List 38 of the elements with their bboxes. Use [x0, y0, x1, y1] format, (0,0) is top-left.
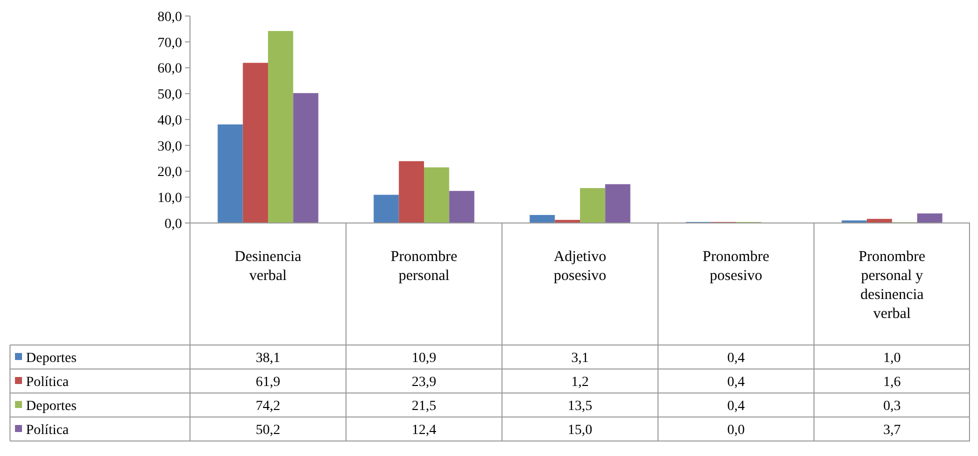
data-label: 0,4 — [727, 374, 745, 390]
data-label: 23,9 — [412, 374, 436, 390]
x-tick-label: Pronombre posesivo — [702, 249, 770, 284]
y-tick-label: 30,0 — [158, 139, 182, 154]
x-tick-label: Adjetivo posesivo — [554, 249, 606, 284]
legend-label: Deportes — [26, 350, 77, 366]
y-tick-label: 10,0 — [158, 191, 182, 206]
x-tick-label: Desinencia verbal — [234, 249, 302, 284]
data-label: 15,0 — [568, 422, 592, 438]
data-label: 13,5 — [568, 398, 592, 414]
data-label: 1,2 — [571, 374, 589, 390]
data-label: 61,9 — [256, 374, 280, 390]
legend-label: Política — [26, 374, 70, 390]
legend-label: Política — [26, 422, 70, 438]
data-label: 1,6 — [883, 374, 901, 390]
x-tick-label: Pronombre personal — [390, 249, 458, 284]
data-label: 0,0 — [727, 422, 745, 438]
data-label: 10,9 — [412, 350, 436, 366]
data-label: 21,5 — [412, 398, 436, 414]
data-label: 50,2 — [256, 422, 280, 438]
y-tick-label: 20,0 — [158, 165, 182, 180]
y-tick-label: 70,0 — [158, 36, 182, 51]
data-label: 74,2 — [256, 398, 280, 414]
data-label: 0,4 — [727, 350, 745, 366]
data-label: 0,3 — [883, 398, 901, 414]
y-tick-label: 50,0 — [158, 88, 182, 103]
y-tick-label: 80,0 — [158, 10, 182, 25]
data-label: 3,7 — [883, 422, 901, 438]
y-tick-label: 40,0 — [158, 113, 182, 128]
data-label: 0,4 — [727, 398, 745, 414]
data-label: 3,1 — [571, 350, 589, 366]
x-tick-label: Pronombre personal y desinencia verbal — [858, 249, 926, 322]
data-label: 1,0 — [883, 350, 901, 366]
legend-label: Deportes — [26, 398, 77, 414]
y-tick-label: 0,0 — [164, 216, 182, 232]
data-label: 12,4 — [412, 422, 436, 438]
y-tick-label: 60,0 — [158, 62, 182, 77]
data-label: 38,1 — [256, 350, 280, 366]
